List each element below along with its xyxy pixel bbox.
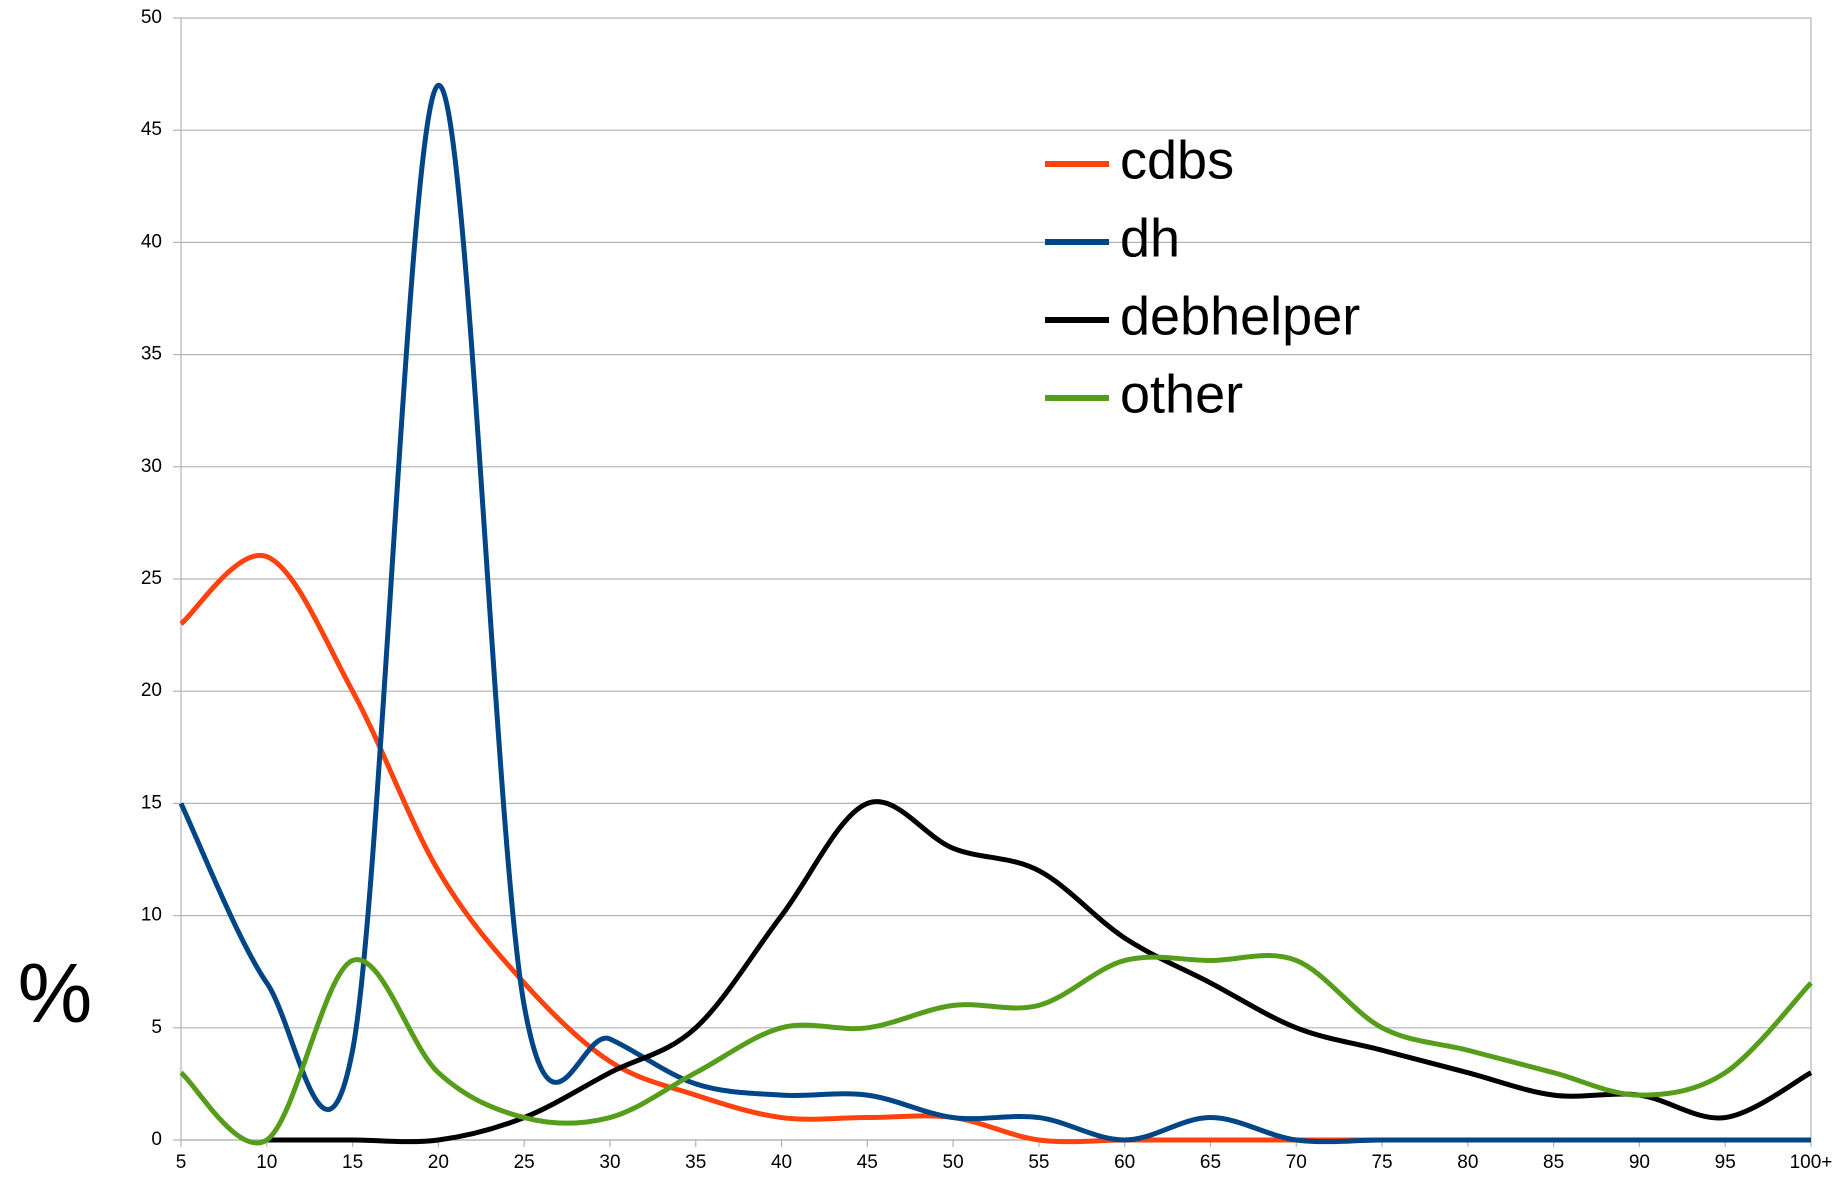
y-tick-label: 40 (141, 231, 162, 252)
x-tick-label: 25 (514, 1152, 535, 1173)
x-tick-label: 35 (685, 1152, 706, 1173)
x-tick-label: 80 (1457, 1152, 1478, 1173)
y-tick-label: 35 (141, 344, 162, 365)
x-tick-label: 95 (1715, 1152, 1736, 1173)
y-tick-label: 5 (151, 1017, 162, 1038)
x-tick-label: 60 (1114, 1152, 1135, 1173)
x-tick-label: 5 (176, 1152, 187, 1173)
x-tick-label: 70 (1286, 1152, 1307, 1173)
y-tick-label: 0 (151, 1129, 162, 1150)
y-tick-label: 15 (141, 792, 162, 813)
x-tick-label: 10 (256, 1152, 277, 1173)
x-tick-label: 20 (428, 1152, 449, 1173)
legend-label: other (1120, 364, 1243, 424)
x-tick-label: 85 (1543, 1152, 1564, 1173)
y-axis-label: % (18, 946, 93, 1040)
x-tick-label: 75 (1371, 1152, 1392, 1173)
y-tick-label: 45 (141, 119, 162, 140)
series-line (266, 799, 1813, 1145)
x-tick-label: 50 (943, 1152, 964, 1173)
series-line (179, 953, 1813, 1146)
x-tick-label: 90 (1629, 1152, 1650, 1173)
y-tick-label: 10 (141, 905, 162, 926)
y-tick-label: 25 (141, 568, 162, 589)
x-tick-label: 15 (342, 1152, 363, 1173)
x-tick-label: 65 (1200, 1152, 1221, 1173)
y-tick-label: 30 (141, 456, 162, 477)
x-tick-label: 30 (599, 1152, 620, 1173)
legend-label: dh (1120, 208, 1180, 268)
legend-label: cdbs (1120, 130, 1234, 190)
x-tick-label: 40 (771, 1152, 792, 1173)
legend-label: debhelper (1120, 286, 1360, 346)
y-tick-label: 50 (141, 7, 162, 28)
series-line (178, 82, 1811, 1145)
x-tick-label: 55 (1028, 1152, 1049, 1173)
x-tick-label: 100+ (1790, 1152, 1833, 1173)
y-tick-label: 20 (141, 680, 162, 701)
x-tick-label: 45 (857, 1152, 878, 1173)
